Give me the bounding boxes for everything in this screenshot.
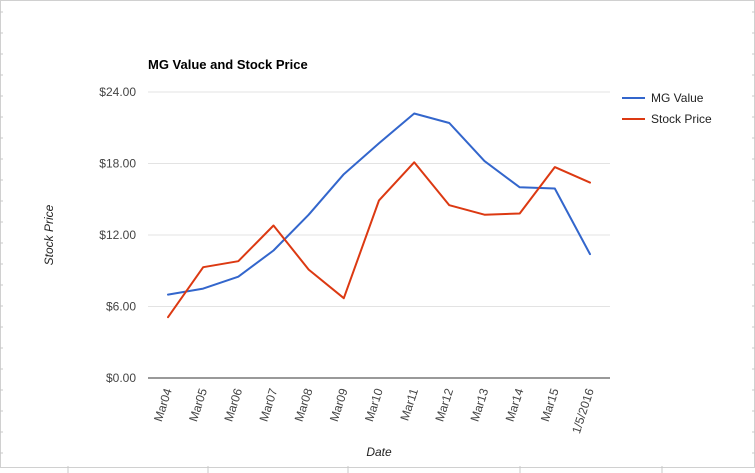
data-point-mg-value [413, 113, 415, 115]
legend-label-mg-value: MG Value [651, 91, 704, 105]
x-tick-label: Mar08 [292, 386, 316, 423]
series-line-stock-price [167, 161, 591, 319]
data-point-mg-value [519, 186, 521, 188]
data-point-stock-price [237, 260, 239, 262]
data-point-mg-value [273, 250, 275, 252]
x-tick-label: Mar15 [538, 386, 562, 423]
data-point-mg-value [448, 122, 450, 124]
data-point-mg-value [343, 173, 345, 175]
x-tick-label: Mar10 [362, 386, 386, 423]
y-tick-label: $12.00 [99, 228, 136, 242]
x-tick-label: Mar14 [503, 386, 527, 423]
data-point-stock-price [554, 166, 556, 168]
x-tick-label: Mar07 [257, 386, 281, 423]
data-point-mg-value [378, 142, 380, 144]
x-tick-label: Mar11 [397, 386, 421, 422]
x-tick-label: Mar04 [151, 386, 175, 423]
x-tick-label: Mar13 [468, 386, 492, 423]
y-tick-label: $24.00 [99, 85, 136, 99]
data-point-stock-price [589, 182, 591, 184]
data-point-mg-value [589, 253, 591, 255]
data-point-stock-price [308, 269, 310, 271]
data-point-stock-price [448, 204, 450, 206]
data-point-stock-price [167, 316, 169, 318]
legend-label-stock-price: Stock Price [651, 112, 712, 126]
x-axis-ticks: Mar04 Mar05 Mar06 Mar07 Mar08 Mar09 Mar10 Mar11… [151, 386, 597, 435]
y-tick-label: $6.00 [106, 300, 136, 314]
series-lines [167, 112, 591, 319]
data-point-stock-price [484, 214, 486, 216]
data-point-stock-price [413, 161, 415, 163]
y-axis-label: Stock Price [42, 204, 56, 265]
y-tick-label: $0.00 [106, 371, 136, 385]
y-tick-label: $18.00 [99, 157, 136, 171]
x-tick-label: 1/5/2016 [569, 386, 597, 435]
y-axis-ticks: $0.00 $6.00 $12.00 $18.00 $24.00 [99, 85, 136, 385]
data-point-stock-price [273, 225, 275, 227]
series-line-mg-value [167, 112, 591, 296]
x-axis-label: Date [366, 445, 392, 459]
data-point-mg-value [202, 288, 204, 290]
data-point-mg-value [484, 160, 486, 162]
data-point-stock-price [343, 297, 345, 299]
x-tick-label: Mar06 [221, 386, 245, 423]
x-tick-label: Mar12 [432, 386, 456, 423]
data-point-mg-value [237, 276, 239, 278]
legend: MG Value Stock Price [622, 91, 712, 126]
gridlines [148, 91, 610, 379]
data-point-mg-value [167, 294, 169, 296]
data-point-mg-value [308, 214, 310, 216]
data-point-mg-value [554, 188, 556, 190]
chart-title: MG Value and Stock Price [148, 57, 308, 72]
x-tick-label: Mar05 [186, 386, 210, 423]
data-point-stock-price [202, 266, 204, 268]
data-point-stock-price [519, 213, 521, 215]
data-point-stock-price [378, 199, 380, 201]
x-tick-label: Mar09 [327, 386, 351, 423]
